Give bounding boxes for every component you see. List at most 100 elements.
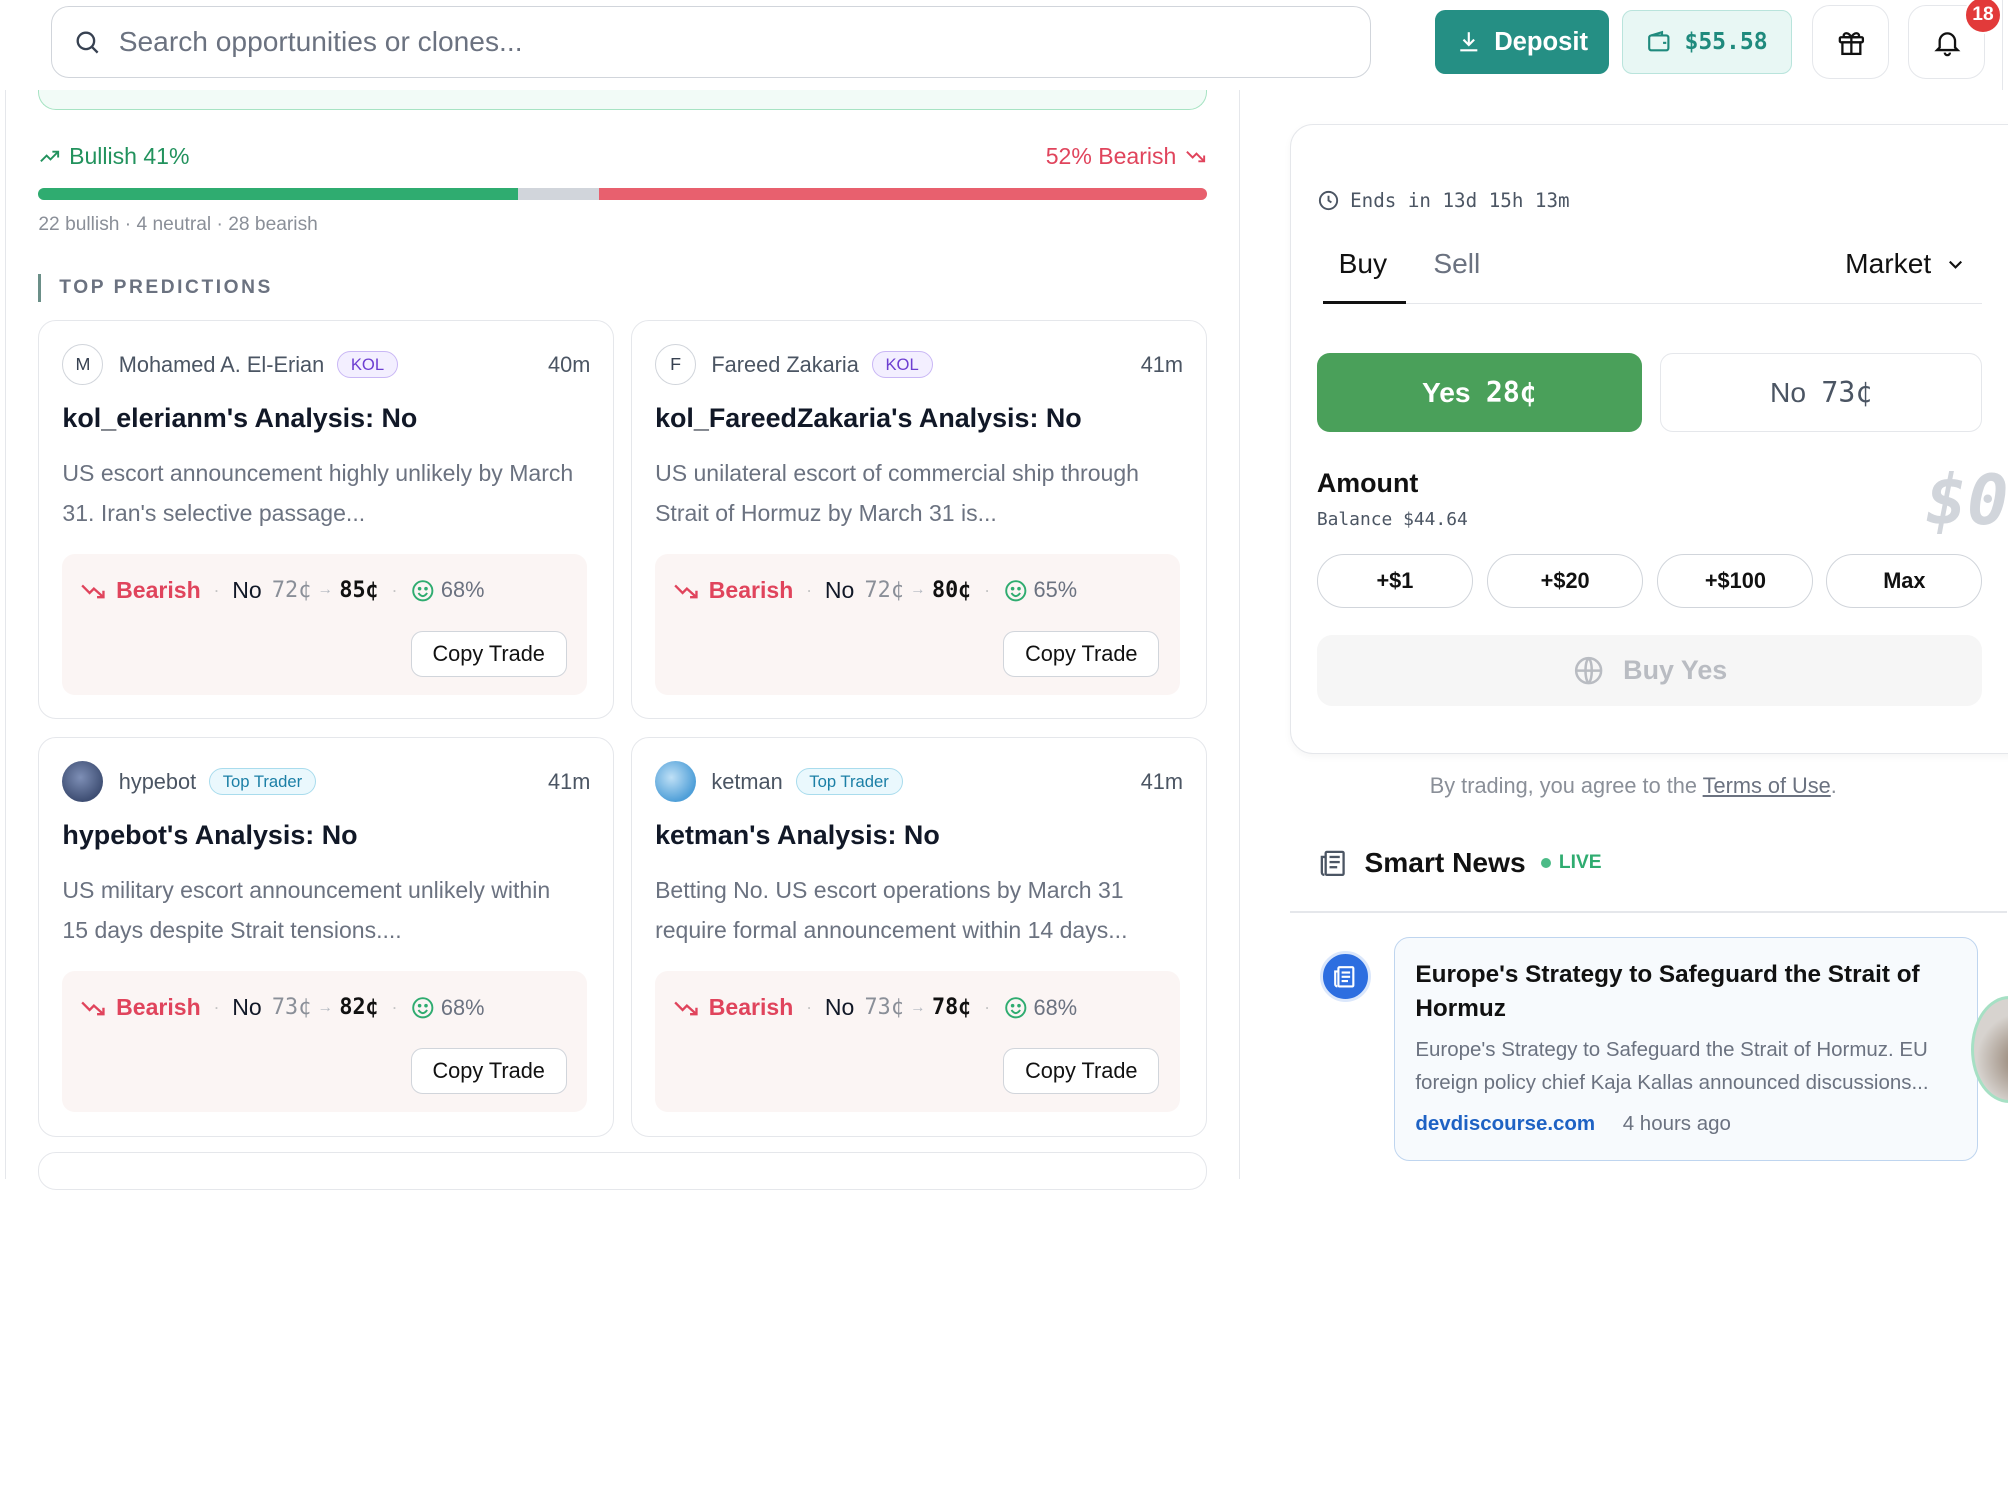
copy-trade-button[interactable]: Copy Trade (1003, 1048, 1160, 1095)
card-description: US unilateral escort of commercial ship … (655, 460, 1139, 526)
confidence-value: 68% (440, 994, 485, 1020)
quick-amount-max[interactable]: Max (1826, 553, 1983, 608)
separator: · (984, 997, 991, 1018)
predictions-panel (5, 89, 1241, 1179)
top-trader-tag: Top Trader (208, 768, 317, 796)
newspaper-icon (1321, 850, 1346, 877)
smile-icon (1005, 579, 1027, 602)
post-age: 41m (548, 768, 591, 794)
separator: · (391, 579, 398, 600)
gift-icon (1838, 31, 1864, 55)
bullish-indicator: Bullish 41% (38, 143, 189, 170)
post-age: 41m (1140, 768, 1183, 794)
username: ketman (711, 768, 783, 794)
globe-icon (1574, 656, 1603, 685)
notification-count-badge: 18 (1963, 0, 2003, 35)
wallet-balance-button[interactable]: $55.58 (1621, 10, 1792, 75)
ends-text: Ends in 13d 15h 13m (1350, 189, 1570, 213)
menu-button-edge[interactable] (2001, 0, 2007, 90)
card-title: kol_elerianm's Analysis: No (62, 402, 418, 433)
separator: · (213, 997, 220, 1018)
prediction-summary: Bearish · No 73¢ → 78¢ · 68% Copy Trade (655, 971, 1180, 1113)
target-price: 85¢ (339, 577, 379, 603)
kol-tag: KOL (871, 350, 933, 379)
search-icon (76, 31, 99, 54)
smile-icon (412, 997, 434, 1019)
no-price: 73¢ (1821, 376, 1873, 410)
quick-amount-20[interactable]: +$20 (1487, 553, 1644, 608)
newspaper-icon (1334, 965, 1355, 988)
side-label: No (824, 576, 855, 603)
confidence-value: 68% (1033, 994, 1078, 1020)
news-summary: Europe's Strategy to Safeguard the Strai… (1415, 1037, 1929, 1094)
buy-yes-label: Buy Yes (1623, 654, 1728, 685)
wallet-icon (1648, 31, 1670, 52)
amount-input[interactable]: $0 (1925, 460, 2008, 541)
avatar (655, 761, 697, 803)
news-source-link[interactable]: devdiscourse.com (1415, 1112, 1596, 1136)
news-card[interactable]: Europe's Strategy to Safeguard the Strai… (1393, 936, 1978, 1161)
separator: · (806, 997, 813, 1018)
side-label: No (232, 576, 262, 603)
copy-trade-button[interactable]: Copy Trade (410, 1048, 567, 1095)
market-end-time: Ends in 13d 15h 13m (1317, 189, 1570, 212)
wallet-balance: $55.58 (1684, 29, 1768, 56)
username: hypebot (118, 768, 197, 794)
side-label: No (824, 994, 855, 1021)
sentiment-summary: Bullish 41% 52% Bearish (38, 143, 1207, 176)
top-bar: Deposit $55.58 18 (0, 0, 2008, 90)
quick-amount-1[interactable]: +$1 (1316, 553, 1473, 608)
divider (1290, 911, 2008, 913)
previous-card (38, 89, 1208, 111)
more-button-edge[interactable] (38, 1152, 1208, 1191)
yes-outcome-button[interactable]: Yes 28¢ (1316, 352, 1642, 433)
confidence: 68% (1003, 995, 1077, 1021)
card-description: US escort announcement highly unlikely b… (62, 460, 574, 526)
smart-news-title: Smart News (1364, 847, 1526, 879)
terms-of-use-link[interactable]: Terms of Use (1702, 773, 1831, 799)
quick-amount-100[interactable]: +$100 (1657, 553, 1814, 608)
search-input[interactable] (118, 26, 1271, 59)
no-outcome-button[interactable]: No 73¢ (1659, 352, 1983, 433)
target-price: 80¢ (931, 577, 972, 603)
bearish-indicator: 52% Bearish (1046, 143, 1207, 170)
confidence: 68% (410, 577, 484, 603)
deposit-label: Deposit (1494, 27, 1588, 56)
copy-trade-button[interactable]: Copy Trade (1003, 630, 1160, 677)
order-type-select[interactable]: Market (1845, 248, 1967, 280)
copy-trade-button[interactable]: Copy Trade (410, 630, 567, 677)
deposit-button[interactable]: Deposit (1434, 10, 1609, 75)
trending-down-icon (674, 584, 698, 599)
username: Fareed Zakaria (711, 351, 859, 377)
prediction-summary: Bearish · No 72¢ → 85¢ · 68% Copy Trade (62, 553, 588, 695)
confidence-value: 65% (1033, 577, 1078, 603)
separator: · (213, 579, 220, 600)
tab-buy[interactable]: Buy (1338, 248, 1388, 280)
stance-label: Bearish (116, 994, 201, 1021)
news-age: 4 hours ago (1622, 1112, 1731, 1136)
news-item-icon (1319, 951, 1371, 1003)
prediction-card[interactable]: ketman Top Trader 41m ketman's Analysis:… (631, 737, 1208, 1137)
avatar (62, 761, 104, 803)
yes-label: Yes (1422, 376, 1471, 408)
download-icon (1460, 32, 1478, 52)
live-dot (1541, 858, 1552, 869)
news-headline: Europe's Strategy to Safeguard the Strai… (1415, 961, 1920, 1022)
yes-price: 28¢ (1485, 376, 1537, 410)
bell-icon (1933, 32, 1960, 57)
search-bar[interactable] (51, 6, 1371, 79)
active-tab-indicator (1323, 300, 1407, 305)
card-description: US military escort announcement unlikely… (62, 877, 551, 944)
buy-yes-button[interactable]: Buy Yes (1316, 634, 1983, 707)
sentiment-bar-bullish (38, 188, 518, 200)
bearish-label: 52% Bearish (1045, 143, 1177, 170)
post-age: 40m (548, 351, 591, 377)
prediction-card[interactable]: hypebot Top Trader 41m hypebot's Analysi… (38, 737, 615, 1137)
prediction-card[interactable]: F Fareed Zakaria KOL 41m kol_FareedZakar… (631, 320, 1208, 720)
trending-down-icon (81, 1001, 105, 1016)
notifications-button[interactable]: 18 (1908, 0, 2003, 80)
entry-price: 73¢ (271, 995, 312, 1021)
tab-sell[interactable]: Sell (1433, 248, 1481, 280)
rewards-button[interactable] (1812, 5, 1890, 80)
prediction-card[interactable]: M Mohamed A. El-Erian KOL 40m kol_eleria… (38, 320, 615, 720)
